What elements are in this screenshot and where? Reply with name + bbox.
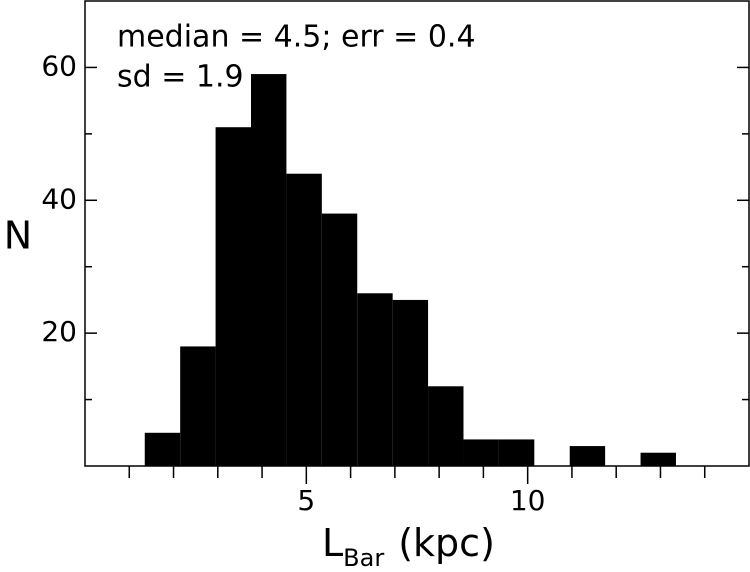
annotation: sd = 1.9 xyxy=(117,60,244,95)
y-tick-label: 40 xyxy=(41,182,77,215)
x-tick-label: 10 xyxy=(510,484,546,517)
y-tick-label: 60 xyxy=(41,49,77,82)
y-axis-label: N xyxy=(4,214,32,258)
bar xyxy=(428,386,464,466)
bar xyxy=(463,439,499,466)
bar xyxy=(251,74,287,467)
bar xyxy=(180,346,216,466)
x-label-sub: Bar xyxy=(343,544,384,572)
annotation: median = 4.5; err = 0.4 xyxy=(117,20,476,55)
bar xyxy=(498,439,535,466)
x-axis-label: LBar (kpc) xyxy=(322,521,495,572)
bar xyxy=(357,293,393,466)
bar xyxy=(144,432,181,466)
bar xyxy=(286,173,322,466)
bar xyxy=(640,452,676,466)
bar xyxy=(392,299,429,466)
plot-frame xyxy=(84,0,750,467)
x-label-unit: (kpc) xyxy=(398,521,495,565)
x-tick-label: 5 xyxy=(297,484,315,517)
bar xyxy=(215,127,251,466)
x-label-main: L xyxy=(322,521,343,565)
bar xyxy=(321,213,358,466)
y-tick-label: 20 xyxy=(41,315,77,348)
bar xyxy=(569,446,606,466)
